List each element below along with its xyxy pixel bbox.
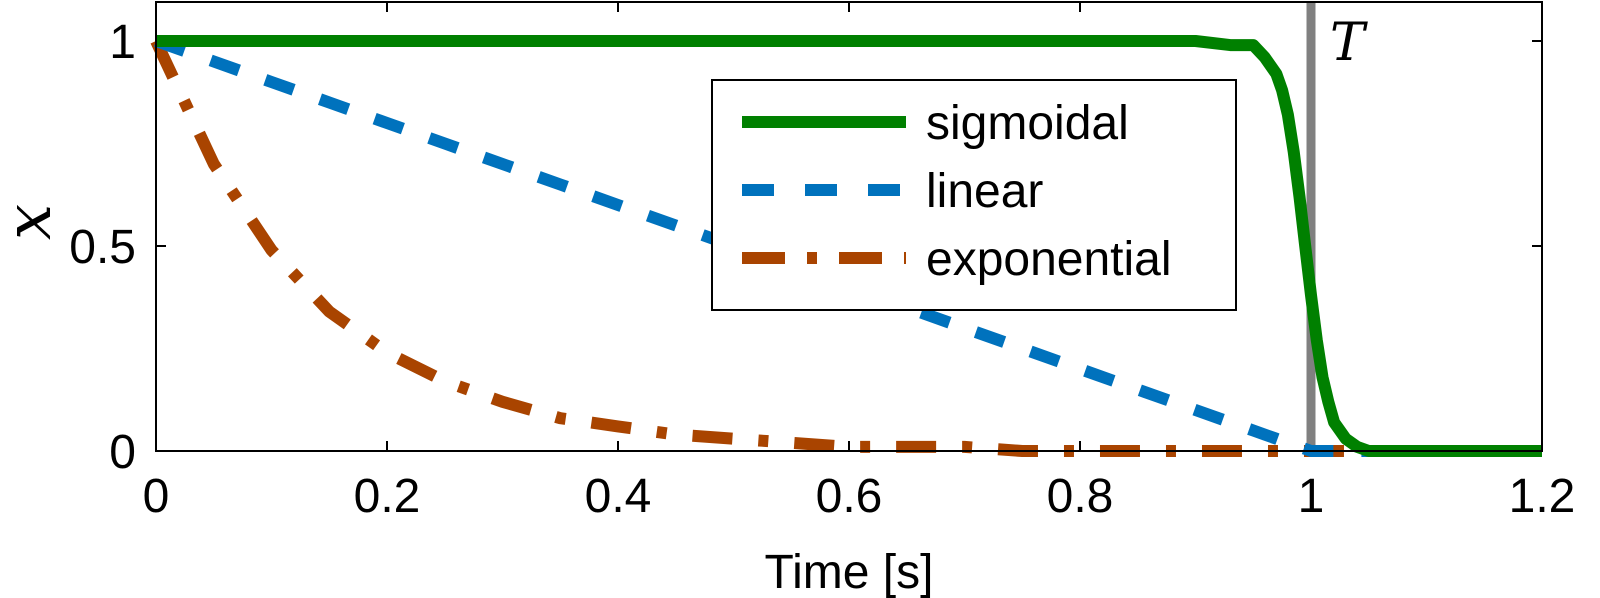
x-tick-label: 0.6 [816,470,883,523]
y-tick-label: 0.5 [69,221,136,274]
y-tick-label: 1 [109,16,136,69]
plot-frame [155,1,1543,452]
threshold-annotation: T [1330,13,1368,73]
x-tick-label: 0.2 [354,470,421,523]
x-tick-label: 0.8 [1047,470,1114,523]
x-tick-label: 1 [1298,470,1325,523]
x-tick-label: 0 [143,470,170,523]
y-tick-labels: 00.51 [69,16,136,479]
x-axis-label: Time [s] [765,546,934,598]
legend: sigmoidal linear exponential [711,79,1237,311]
y-axis-label: x [0,204,66,240]
y-tick-label: 0 [109,426,136,479]
legend-label-linear: linear [926,165,1043,218]
legend-label-sigmoidal: sigmoidal [926,97,1129,150]
series-line-sigmoidal [156,35,1542,457]
x-tick-label: 1.2 [1509,470,1576,523]
x-tick-labels: 0 0.2 0.4 0.6 0.8 1 1.2 [143,470,1576,523]
x-tick-label: 0.4 [585,470,652,523]
legend-label-exponential: exponential [926,233,1172,286]
